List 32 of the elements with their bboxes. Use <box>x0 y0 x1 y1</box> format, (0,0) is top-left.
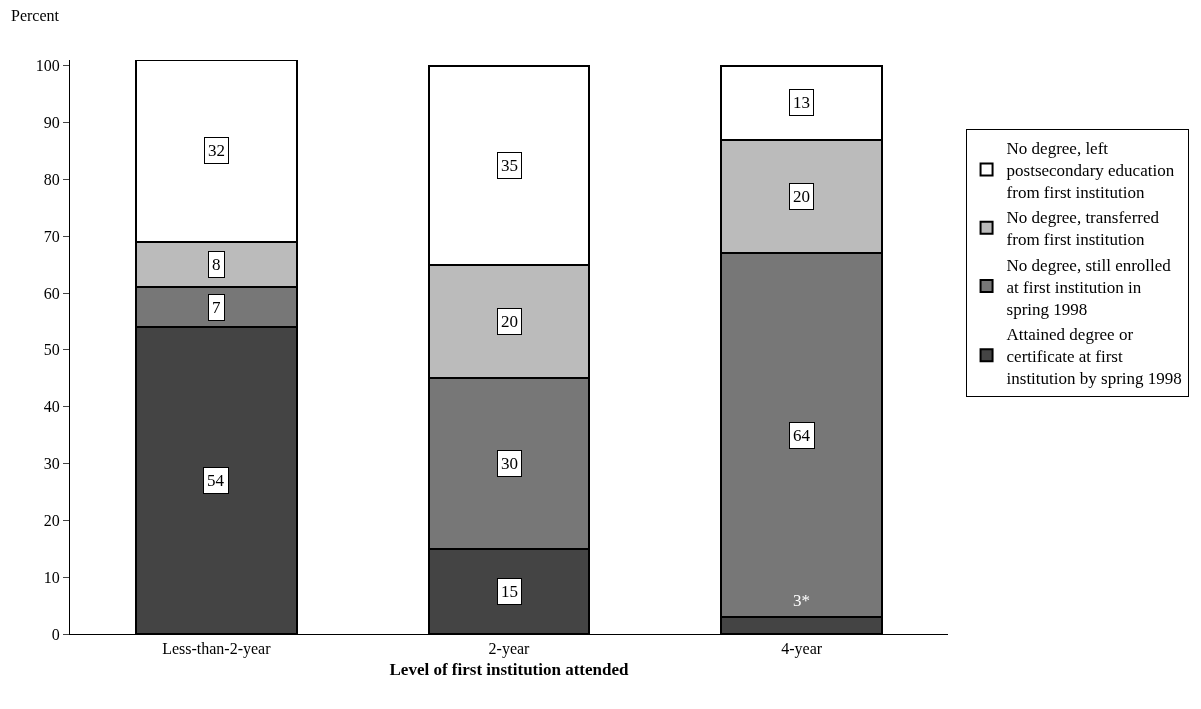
data-label: 30 <box>501 454 518 473</box>
y-axis-title: Percent <box>11 7 60 24</box>
data-label: 20 <box>501 312 518 331</box>
legend-label: No degree, transferred from first institution <box>1006 208 1160 250</box>
data-label: 7 <box>212 298 221 317</box>
data-label: 35 <box>501 156 518 175</box>
y-tick-label: 90 <box>43 114 60 132</box>
y-tick-label: 30 <box>43 455 60 473</box>
y-tick-label: 40 <box>43 398 60 416</box>
data-label: 32 <box>208 141 225 160</box>
data-label: 15 <box>501 582 518 601</box>
y-tick-label: 100 <box>35 57 60 75</box>
y-tick-label: 0 <box>51 625 60 643</box>
y-tick-label: 80 <box>43 170 60 188</box>
x-tick-label: 2-year <box>488 640 531 659</box>
data-label: 20 <box>793 187 810 206</box>
legend-label: Attained degree or certificate at first institution by spring 1998 <box>1006 324 1182 389</box>
legend-label: No degree, left postsecondary education from first institution <box>1006 139 1175 203</box>
data-label: 13 <box>793 93 810 112</box>
data-label: 54 <box>207 471 225 490</box>
y-tick-label: 70 <box>43 227 60 245</box>
legend-label: No degree, still enrolled at first institution in spring 1998 <box>1006 255 1172 319</box>
data-label: 3* <box>793 591 810 610</box>
x-tick-label: Less-than-2-year <box>162 640 272 659</box>
y-tick-label: 10 <box>43 568 60 586</box>
y-tick-label: 60 <box>43 284 60 302</box>
y-tick-label: 20 <box>43 511 60 529</box>
data-label: 64 <box>793 426 811 445</box>
x-tick-label: 4-year <box>781 640 823 659</box>
data-label: 8 <box>212 255 221 274</box>
x-axis-title: Level of first institution attended <box>389 659 630 679</box>
y-tick-label: 50 <box>43 341 60 359</box>
